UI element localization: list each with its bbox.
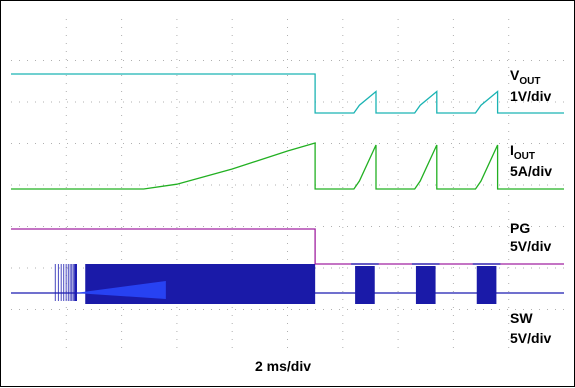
sw-dense-block [476,266,497,304]
iout-label: IOUT [510,142,535,162]
vout-scale: 1V/div [510,88,551,104]
vout-trace [11,73,564,114]
time-scale-label: 2 ms/div [255,358,311,374]
sw-burst [351,263,379,304]
vout-label: VOUT [510,67,540,87]
iout-scale: 5A/div [510,163,552,179]
pg-trace [11,228,564,265]
traces [11,73,564,304]
sw-label: SW [510,310,533,326]
sw-scale: 5V/div [510,330,551,346]
sw-dense-block [85,264,316,304]
sw-burst [54,264,316,304]
pg-scale: 5V/div [510,238,551,254]
sw-dense-block [415,266,436,304]
pg-label: PG [510,220,530,236]
iout-trace [11,142,564,190]
sw-burst [472,263,501,304]
sw-burst [411,263,440,304]
sw-ringing-envelope [75,281,166,299]
sw-dense-block [355,266,375,304]
